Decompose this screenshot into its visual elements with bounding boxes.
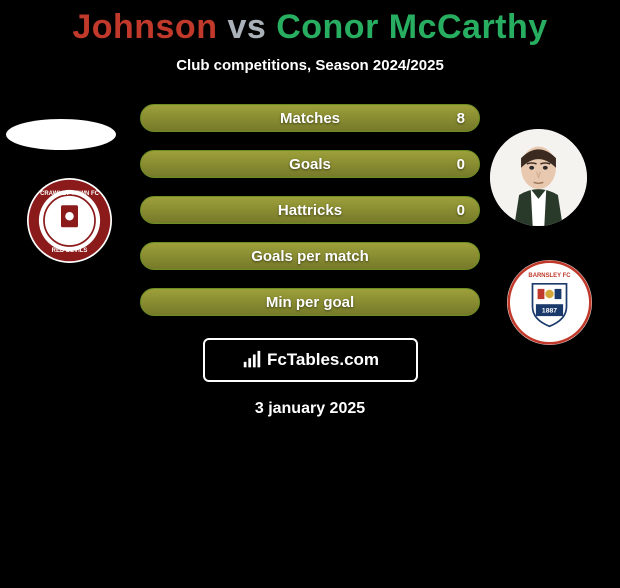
svg-text:RED DEVILS: RED DEVILS xyxy=(52,248,88,254)
branding-box: FcTables.com xyxy=(203,338,418,382)
chart-icon xyxy=(241,349,263,371)
stat-bar-hattricks: Hattricks 0 xyxy=(140,196,480,224)
player1-name: Johnson xyxy=(72,8,217,46)
stat-label: Hattricks xyxy=(278,202,342,219)
stat-bar-matches: Matches 8 xyxy=(140,104,480,132)
svg-text:BARNSLEY FC: BARNSLEY FC xyxy=(528,273,571,279)
player2-name: Conor McCarthy xyxy=(276,8,547,46)
subtitle: Club competitions, Season 2024/2025 xyxy=(0,57,620,74)
stat-bar-goals-per-match: Goals per match xyxy=(140,242,480,270)
svg-text:CRAWLEY TOWN FC: CRAWLEY TOWN FC xyxy=(40,191,100,197)
stat-label: Matches xyxy=(280,110,340,127)
stat-label: Min per goal xyxy=(266,294,354,311)
stat-bars: Matches 8 Goals 0 Hattricks 0 Goals per … xyxy=(140,104,480,334)
stat-bar-min-per-goal: Min per goal xyxy=(140,288,480,316)
page-title: Johnson vs Conor McCarthy xyxy=(0,8,620,47)
club-badge-left-icon: CRAWLEY TOWN FC RED DEVILS xyxy=(27,178,112,263)
vs-text: vs xyxy=(227,8,266,46)
player2-avatar xyxy=(490,129,587,226)
stat-label: Goals per match xyxy=(251,248,369,265)
date-text: 3 january 2025 xyxy=(0,400,620,418)
stat-value-right: 8 xyxy=(457,110,465,127)
stat-value-right: 0 xyxy=(457,202,465,219)
svg-text:1887: 1887 xyxy=(542,308,557,315)
stat-label: Goals xyxy=(289,156,331,173)
stat-bar-goals: Goals 0 xyxy=(140,150,480,178)
player1-club-badge: CRAWLEY TOWN FC RED DEVILS xyxy=(27,178,112,263)
club-badge-right-icon: 1887 BARNSLEY FC xyxy=(507,260,592,345)
stats-area: CRAWLEY TOWN FC RED DEVILS 1887 xyxy=(0,104,620,334)
branding-text: FcTables.com xyxy=(267,350,379,370)
player2-club-badge: 1887 BARNSLEY FC xyxy=(507,260,592,345)
player1-avatar xyxy=(6,119,116,150)
stat-value-right: 0 xyxy=(457,156,465,173)
